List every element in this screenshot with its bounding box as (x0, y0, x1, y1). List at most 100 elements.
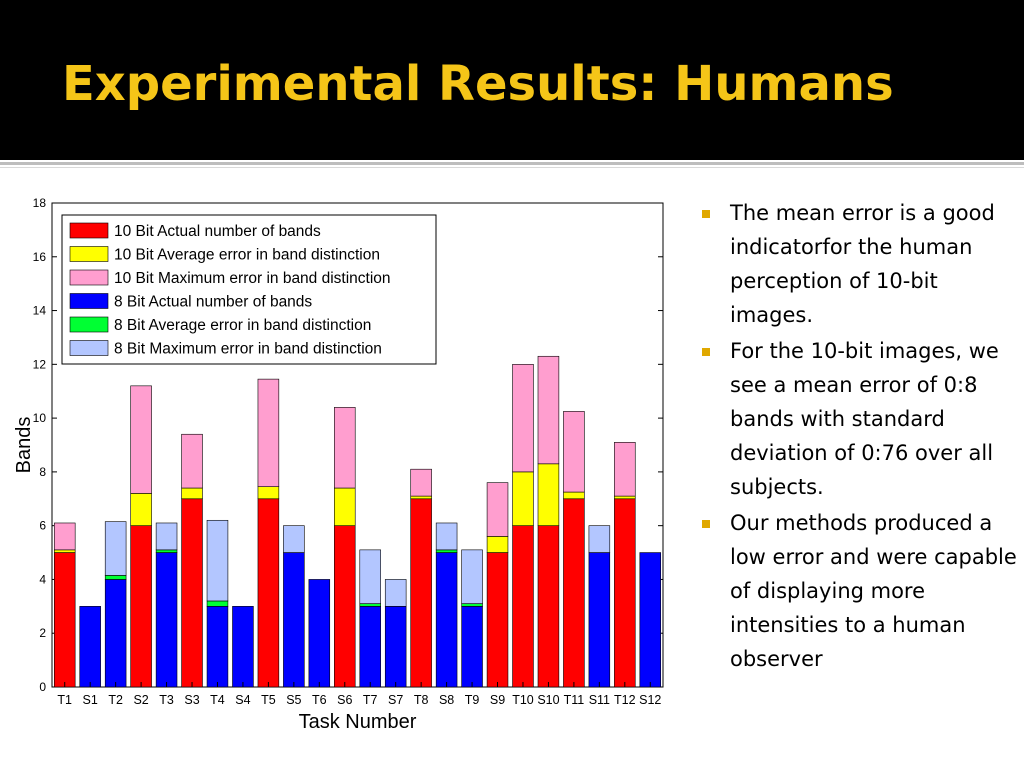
legend-label: 8 Bit Average error in band distinction (114, 317, 371, 334)
legend-swatch (69, 316, 109, 333)
x-tick-label: T1 (57, 693, 72, 707)
bar-segment (410, 498, 432, 688)
x-tick-label: T12 (614, 693, 636, 707)
bar-segment (614, 442, 636, 497)
bar-segment (435, 522, 458, 551)
bar-segment (104, 579, 127, 688)
legend-label: 8 Bit Actual number of bands (114, 294, 312, 311)
bar-segment (53, 552, 76, 688)
bullet-list: The mean error is a good indicatorfor th… (690, 196, 1020, 678)
bar-segment (461, 606, 483, 688)
bar-segment (384, 579, 407, 607)
legend-box (61, 214, 437, 365)
legend-swatch (69, 269, 109, 286)
legend-swatch (69, 222, 109, 239)
x-tick-label: S12 (639, 693, 661, 707)
bullet-square-icon (702, 348, 710, 356)
bar-segment (512, 364, 534, 473)
divider-thin (0, 167, 1024, 168)
bar-segment (257, 378, 280, 487)
x-tick-label: T11 (564, 693, 585, 707)
x-tick-label: S8 (439, 693, 454, 707)
y-axis-label: Bands (13, 417, 35, 474)
bar-segment (588, 525, 611, 553)
bar-segment (334, 407, 356, 489)
legend-swatch (69, 293, 109, 309)
bar-segment (283, 525, 305, 553)
y-tick-label: 2 (39, 626, 46, 640)
title-bar: Experimental Results: Humans (0, 0, 1024, 160)
x-tick-label: T2 (108, 693, 123, 707)
bar-segment (308, 579, 331, 688)
bar-segment (130, 493, 152, 526)
bar-segment (486, 552, 509, 688)
x-tick-label: T5 (261, 693, 276, 707)
bar-segment (206, 606, 229, 688)
bar-segment (181, 498, 203, 688)
bar-segment (53, 549, 76, 553)
bar-segment (384, 606, 407, 688)
bar-segment (104, 521, 127, 576)
bullet-text: Our methods produced a low error and wer… (730, 511, 1017, 671)
y-tick-label: 14 (33, 304, 47, 318)
bar-segment (206, 519, 229, 602)
y-tick-label: 4 (39, 572, 46, 586)
bar-segment (181, 433, 203, 489)
bar-segment (155, 522, 178, 551)
bullet-square-icon (702, 520, 710, 528)
y-tick-label: 16 (33, 250, 47, 264)
x-tick-label: T8 (414, 693, 429, 707)
bar-segment (334, 487, 356, 526)
x-tick-label: T10 (512, 693, 534, 707)
bar-segment (614, 495, 636, 500)
legend-label: 8 Bit Maximum error in band distinction (114, 341, 382, 358)
y-tick-label: 10 (33, 411, 47, 425)
bar-segment (206, 600, 229, 607)
x-tick-label: T4 (210, 693, 225, 707)
bar-segment (537, 525, 560, 688)
legend-swatch (69, 340, 109, 356)
legend-label: 10 Bit Actual number of bands (114, 223, 321, 240)
bar-segment (257, 498, 280, 688)
bar-segment (537, 355, 560, 465)
bar-segment (359, 606, 381, 688)
x-tick-label: S4 (235, 693, 250, 707)
bullet-text: For the 10-bit images, we see a mean err… (730, 339, 999, 499)
y-tick-label: 18 (33, 196, 47, 210)
x-tick-label: T3 (159, 693, 174, 707)
y-tick-label: 6 (39, 519, 46, 533)
bar-segment (181, 487, 203, 500)
bullet-item: Our methods produced a low error and wer… (690, 506, 1020, 676)
x-tick-label: S6 (337, 693, 352, 707)
bullet-item: For the 10-bit images, we see a mean err… (690, 334, 1020, 504)
bar-segment (486, 536, 509, 553)
bar-segment (588, 552, 611, 688)
bar-segment (104, 575, 127, 580)
x-tick-label: S9 (490, 693, 505, 707)
bullet-square-icon (702, 210, 710, 218)
x-tick-label: T7 (363, 693, 378, 707)
divider (0, 162, 1024, 165)
bar-segment (563, 498, 585, 688)
bar-segment (461, 549, 483, 604)
x-axis-label: Task Number (299, 711, 417, 733)
x-tick-label: T6 (312, 693, 327, 707)
x-tick-label: S5 (286, 693, 301, 707)
y-tick-label: 0 (39, 680, 46, 694)
bar-segment (435, 549, 458, 553)
bar-segment (155, 549, 178, 553)
bar-segment (410, 468, 432, 497)
legend-label: 10 Bit Average error in band distinction (114, 247, 380, 264)
y-tick-label: 8 (39, 465, 46, 479)
x-tick-label: T9 (465, 693, 480, 707)
x-tick-label: S10 (537, 693, 559, 707)
x-tick-label: S3 (184, 693, 199, 707)
bar-segment (639, 552, 662, 688)
bar-segment (461, 603, 483, 607)
bar-segment (232, 606, 254, 688)
y-tick-label: 12 (33, 357, 47, 371)
slide-title: Experimental Results: Humans (62, 56, 894, 112)
bar-segment (130, 385, 152, 494)
bar-segment (486, 482, 509, 537)
bar-segment (257, 486, 280, 500)
